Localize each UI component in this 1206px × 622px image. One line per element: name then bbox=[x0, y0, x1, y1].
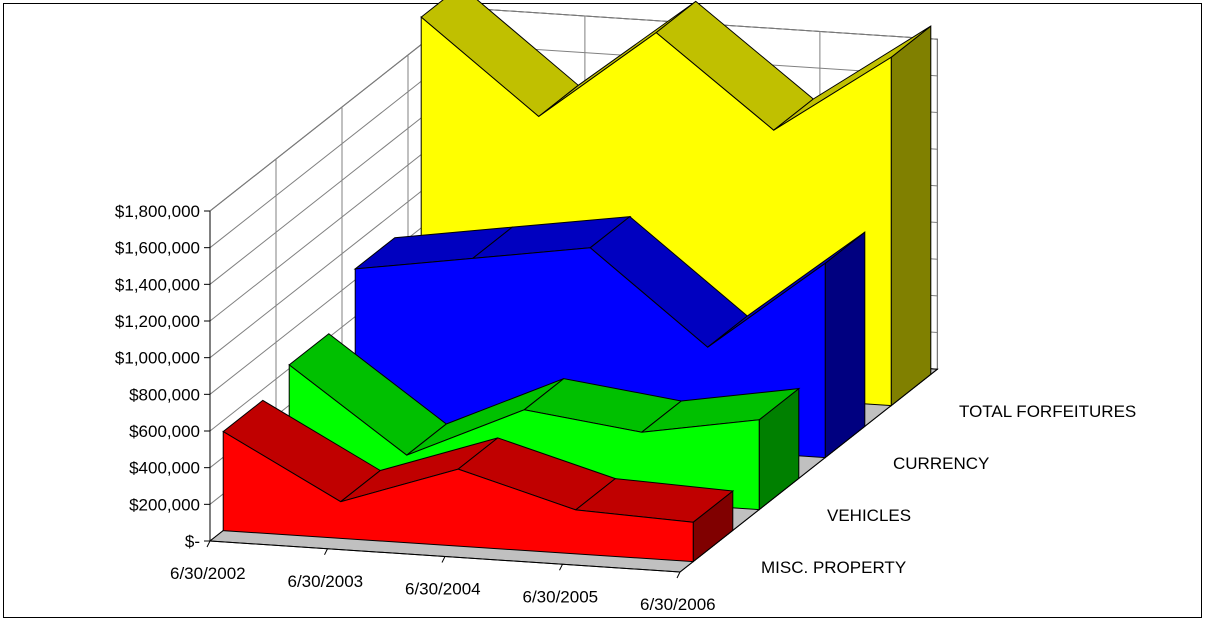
series-front-face bbox=[222, 430, 694, 563]
x-tick-mark bbox=[441, 556, 446, 563]
y-tick-label: $1,200,000 bbox=[115, 312, 200, 331]
depth-tick-label: MISC. PROPERTY bbox=[761, 558, 906, 577]
x-tick-label: 6/30/2003 bbox=[288, 572, 364, 591]
depth-axis-line bbox=[679, 368, 938, 573]
y-tick-label: $1,800,000 bbox=[115, 202, 200, 221]
series-side-face bbox=[890, 25, 932, 407]
x-tick-mark bbox=[676, 571, 681, 579]
series-side-face bbox=[824, 231, 866, 459]
y-tick-label: $600,000 bbox=[129, 422, 200, 441]
y-tick-label: $1,000,000 bbox=[115, 349, 200, 368]
y-tick-label: $- bbox=[185, 532, 200, 551]
x-tick-label: 6/30/2005 bbox=[523, 587, 599, 606]
y-tick-label: $1,400,000 bbox=[115, 275, 200, 294]
x-tick-mark bbox=[206, 540, 211, 548]
depth-tick-label: VEHICLES bbox=[827, 506, 911, 525]
x-tick-label: 6/30/2002 bbox=[170, 564, 246, 583]
x-tick-mark bbox=[559, 564, 563, 571]
y-tick-label: $200,000 bbox=[129, 495, 200, 514]
y-tick-label: $800,000 bbox=[129, 385, 200, 404]
depth-tick-label: CURRENCY bbox=[893, 454, 989, 473]
x-tick-mark bbox=[324, 548, 328, 555]
x-tick-label: 6/30/2006 bbox=[640, 595, 716, 614]
y-tick-label: $1,600,000 bbox=[115, 239, 200, 258]
depth-tick-label: TOTAL FORFEITURES bbox=[959, 402, 1136, 421]
y-tick-label: $400,000 bbox=[129, 459, 200, 478]
x-tick-label: 6/30/2004 bbox=[405, 580, 481, 599]
